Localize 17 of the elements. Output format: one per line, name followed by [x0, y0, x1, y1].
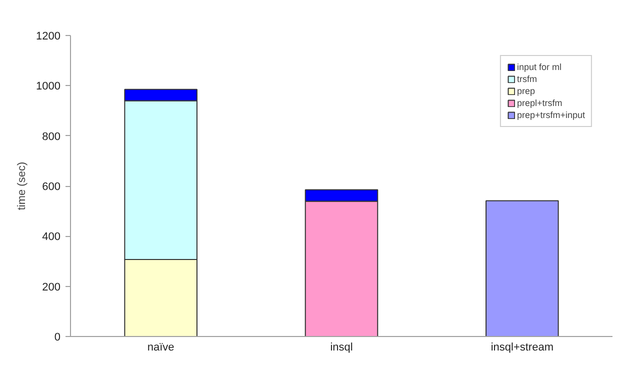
x-tick-label: naïve: [147, 342, 174, 354]
x-tick-label: insql: [330, 342, 353, 354]
y-tick-label: 0: [54, 332, 61, 344]
legend-label: input for ml: [516, 62, 562, 72]
y-tick-label: 1000: [36, 80, 61, 93]
y-tick-label: 600: [42, 181, 61, 193]
legend-label: trsfm: [516, 74, 537, 84]
y-axis-title: time (sec): [16, 162, 28, 210]
x-tick-label: insql+stream: [490, 342, 554, 354]
bar: [486, 200, 559, 336]
legend-label: prepl+trsfm: [516, 98, 562, 108]
legend-label: prep+trsfm+input: [516, 110, 585, 120]
y-tick-label: 1200: [36, 30, 61, 42]
y-tick-label: 400: [42, 231, 61, 244]
y-tick-label: 200: [42, 281, 61, 294]
legend-label: prep: [516, 86, 536, 96]
y-tick-label: 800: [42, 130, 61, 143]
